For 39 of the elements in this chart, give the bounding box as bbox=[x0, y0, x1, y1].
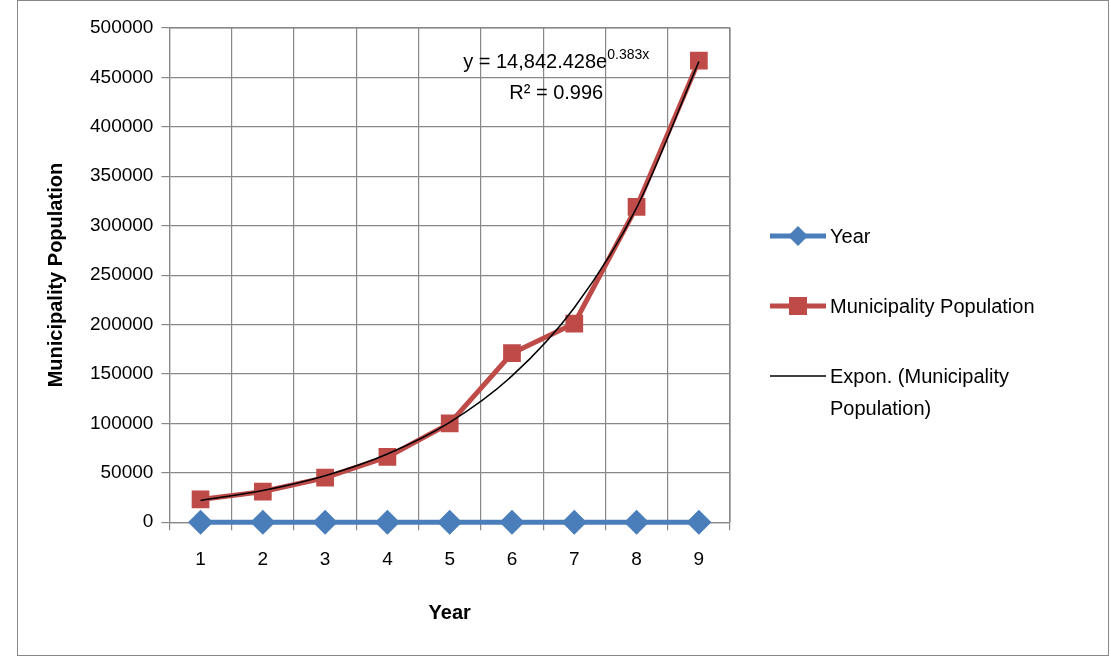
x-tick-label: 9 bbox=[693, 547, 705, 569]
annotation: R² = 0.996 bbox=[509, 81, 604, 103]
point bbox=[189, 510, 213, 534]
point bbox=[500, 510, 524, 534]
point bbox=[503, 344, 521, 363]
point bbox=[375, 510, 399, 534]
point bbox=[625, 510, 649, 534]
x-tick-label: 8 bbox=[631, 547, 642, 569]
y-tick-label: 150000 bbox=[90, 362, 154, 384]
y-tick-label: 300000 bbox=[90, 213, 154, 235]
y-tick-label: 350000 bbox=[90, 164, 154, 186]
y-axis-title: Municipality Population bbox=[43, 162, 66, 388]
x-tick-label: 1 bbox=[195, 547, 206, 569]
x-tick-label: 2 bbox=[257, 547, 269, 569]
y-tick-label: 450000 bbox=[90, 65, 154, 87]
x-tick-label: 5 bbox=[444, 547, 455, 569]
point bbox=[689, 51, 708, 70]
y-tick-label: 200000 bbox=[90, 312, 154, 334]
legend-label: Expon. (Municipality Population) bbox=[830, 364, 1010, 421]
x-tick-label: 6 bbox=[506, 547, 518, 569]
legend-label: Year bbox=[830, 224, 871, 249]
point bbox=[313, 510, 337, 534]
y-tick-label: 250000 bbox=[90, 263, 154, 285]
x-axis-title: Year bbox=[428, 600, 472, 623]
x-tick-label: 7 bbox=[568, 547, 580, 569]
y-tick-label: 500000 bbox=[90, 16, 154, 38]
legend-label: Municipality Population bbox=[830, 294, 1035, 319]
point bbox=[191, 490, 210, 509]
point bbox=[251, 510, 275, 534]
point bbox=[565, 314, 584, 333]
x-tick-label: 3 bbox=[319, 547, 331, 569]
y-tick-label: 50000 bbox=[100, 461, 154, 483]
x-tick-label: 4 bbox=[382, 547, 394, 569]
point bbox=[562, 510, 586, 534]
y-tick-label: 400000 bbox=[90, 115, 154, 137]
y-tick-label: 100000 bbox=[90, 411, 154, 433]
point bbox=[687, 510, 711, 534]
point bbox=[438, 510, 462, 534]
y-tick-label: 0 bbox=[142, 510, 154, 532]
